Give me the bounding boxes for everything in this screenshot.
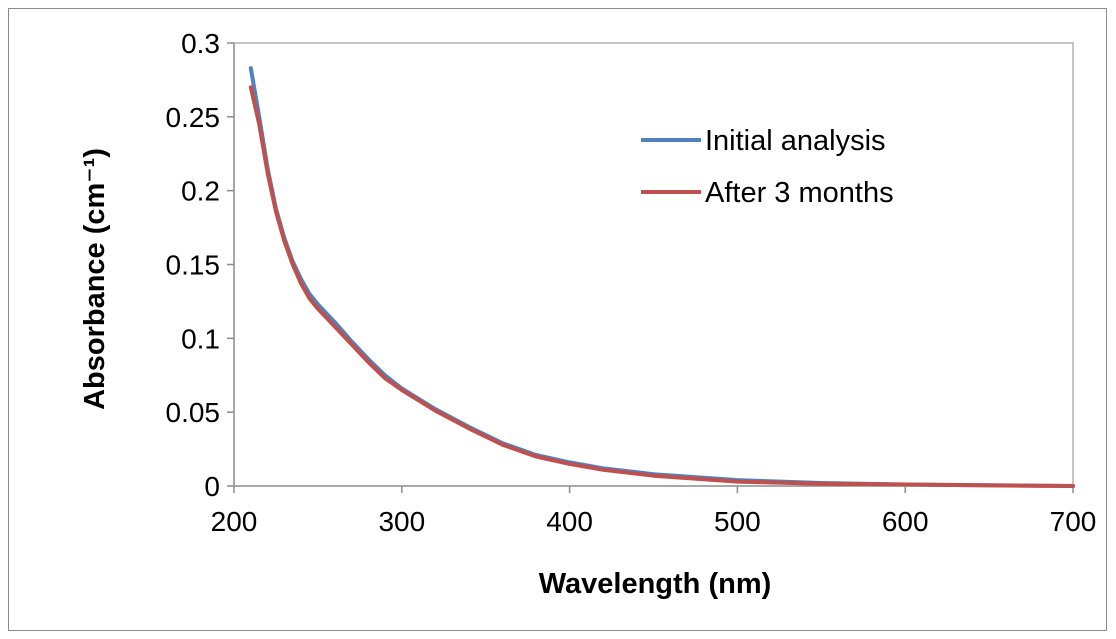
- y-tick-label: 0: [204, 471, 220, 502]
- plot-border: [233, 42, 1074, 487]
- y-tick-label: 0.15: [166, 250, 221, 281]
- line-chart: 0 0.05 0.1 0.15 0.2 0.25 0.3 200 300 400 500 600 70…: [79, 28, 1097, 600]
- y-tick-label: 0.1: [181, 323, 220, 354]
- legend-label: After 3 months: [705, 177, 894, 209]
- x-tick-label: 300: [378, 506, 425, 537]
- series-line-after-3-months: [248, 85, 1075, 488]
- y-tick-label: 0.05: [166, 397, 221, 428]
- y-tick-label: 0.2: [181, 176, 220, 207]
- y-axis: 0 0.05 0.1 0.15 0.2 0.25 0.3: [166, 28, 235, 502]
- chart-frame: 0 0.05 0.1 0.15 0.2 0.25 0.3 200 300 400 500 600 70…: [8, 8, 1107, 631]
- x-axis-title: Wavelength (nm): [539, 568, 772, 600]
- x-tick-label: 200: [211, 506, 258, 537]
- x-axis: 200 300 400 500 600 700: [211, 485, 1097, 537]
- legend-label: Initial analysis: [705, 125, 886, 157]
- x-tick-label: 600: [882, 506, 929, 537]
- y-tick-label: 0.3: [181, 28, 220, 59]
- x-tick-label: 400: [546, 506, 593, 537]
- series-layer: [248, 66, 1075, 488]
- y-tick-label: 0.25: [166, 102, 221, 133]
- x-tick-label: 500: [714, 506, 761, 537]
- y-axis-title: Absorbance (cm⁻¹): [79, 148, 111, 410]
- x-tick-label: 700: [1050, 506, 1097, 537]
- legend: Initial analysis After 3 months: [641, 125, 894, 209]
- plot-area: [233, 42, 1074, 487]
